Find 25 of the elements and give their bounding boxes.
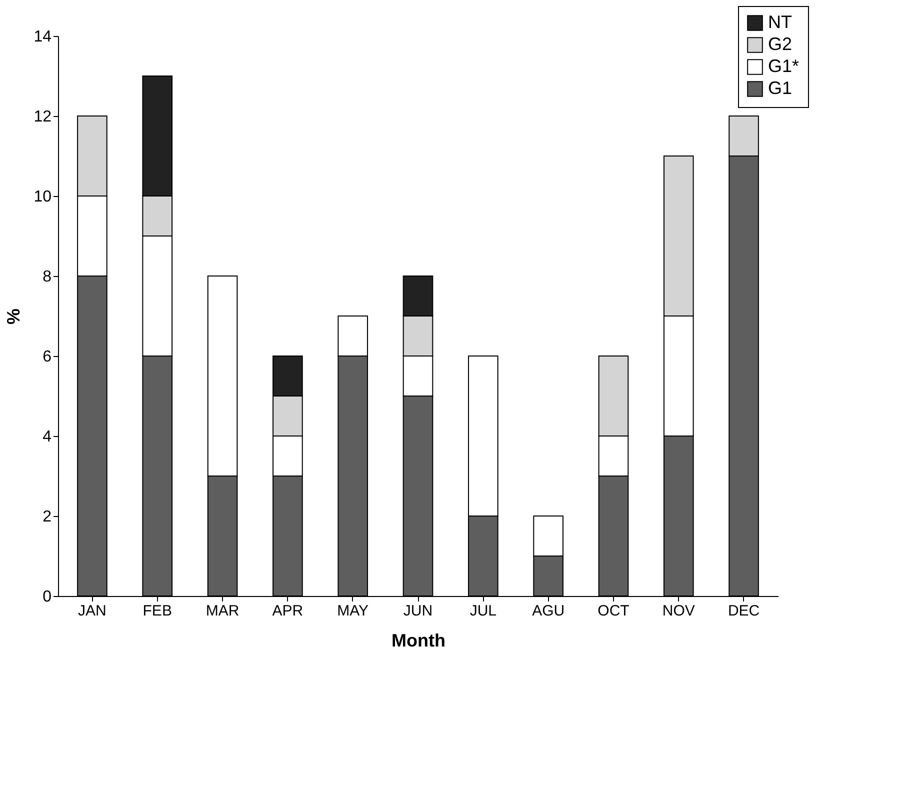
x-tick-label: JUL [470, 602, 496, 620]
y-tick-label: 4 [42, 428, 52, 446]
x-tick-label: NOV [662, 602, 695, 620]
x-tick-label: DEC [728, 602, 760, 620]
legend-label: G2 [768, 34, 792, 54]
y-tick-label: 0 [42, 588, 52, 606]
x-tick-label: JAN [78, 602, 106, 620]
x-tick-label: FEB [142, 602, 172, 620]
y-axis-title: % [4, 308, 24, 325]
x-tick-label: MAR [206, 602, 240, 620]
legend-label: G1 [768, 78, 792, 98]
y-tick-label: 8 [42, 268, 52, 286]
x-tick-label: MAY [337, 602, 369, 620]
x-tick-label: JUN [403, 602, 433, 620]
y-tick-label: 10 [34, 188, 52, 206]
x-axis-title: Month [392, 630, 446, 650]
y-tick-label: 2 [42, 508, 52, 526]
y-tick-label: 6 [42, 348, 52, 366]
x-tick-label: AGU [532, 602, 565, 620]
x-tick-label: OCT [598, 602, 630, 620]
y-tick-label: 12 [34, 108, 52, 126]
y-tick-label: 14 [34, 28, 52, 46]
legend-label: G1* [768, 56, 800, 76]
x-tick-label: APR [272, 602, 304, 620]
legend-label: NT [768, 12, 792, 32]
